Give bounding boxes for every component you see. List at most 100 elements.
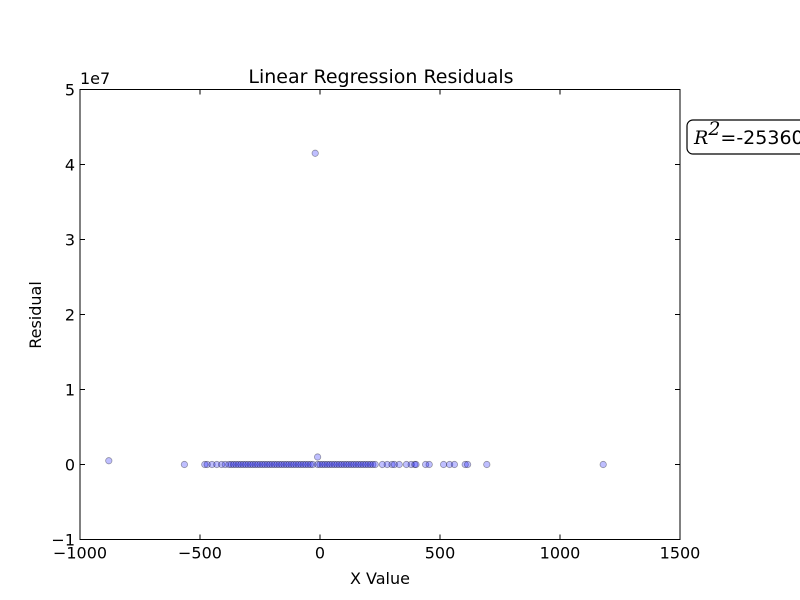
scatter-point [105, 457, 113, 465]
x-tick-label: 500 [425, 544, 456, 563]
scatter-point [234, 460, 242, 469]
annotation-symbol: R [693, 127, 708, 149]
scatter-point [232, 460, 240, 469]
scatter-point [371, 460, 379, 469]
x-tick-label: 0 [315, 544, 325, 563]
scatter-point [349, 460, 358, 469]
scatter-point [316, 460, 324, 469]
scatter-point [337, 460, 346, 469]
annotation-value: =-25360 [720, 127, 800, 149]
scatter-point [249, 460, 257, 469]
scatter-point [218, 460, 226, 469]
plot-frame [79, 89, 681, 540]
scatter-point [277, 460, 286, 469]
scatter-point [263, 460, 271, 469]
scatter-point [354, 460, 362, 469]
x-tick-label: −1000 [53, 544, 107, 563]
scatter-point [313, 460, 322, 469]
scatter-point [412, 460, 420, 469]
scatter-point [213, 460, 221, 469]
scatter-point [340, 460, 348, 469]
scatter-point [402, 460, 410, 469]
scatter-point [280, 460, 288, 469]
scatter-point [299, 460, 307, 469]
scatter-point [321, 460, 329, 469]
x-axis-ticks: −1000 −500 0 500 1000 1500 [53, 89, 701, 563]
r-squared-annotation: R2=-25360 [686, 118, 800, 155]
scatter-point [347, 460, 355, 469]
y-tick-label: −1 [51, 531, 75, 550]
scatter-point [421, 460, 430, 469]
scatter-point [461, 460, 469, 469]
scatter-point [425, 460, 433, 469]
scatter-point [345, 460, 353, 469]
scatter-point [221, 460, 229, 469]
scatter-point [294, 460, 302, 469]
scatter-point [237, 460, 245, 469]
scatter-point [256, 460, 264, 469]
scatter-point [285, 460, 293, 469]
scatter-point [242, 460, 250, 469]
scatter-point [328, 460, 336, 469]
scatter-point [357, 460, 365, 469]
x-axis-label: X Value [350, 569, 410, 588]
y-tick-label: 2 [65, 306, 75, 325]
scatter-point [208, 460, 216, 469]
annotation-box [686, 119, 800, 155]
scatter-point [239, 460, 247, 469]
scatter-point [268, 460, 276, 469]
scatter-point [359, 460, 367, 469]
scatter-point [311, 149, 319, 157]
scatter-point [364, 460, 372, 469]
scatter-point [297, 460, 305, 469]
scatter-point [270, 460, 278, 469]
annotation-superscript: 2 [707, 118, 720, 140]
scatter-point [306, 460, 314, 469]
scatter-point [411, 460, 419, 469]
scatter-point [390, 460, 398, 469]
scatter-point [227, 460, 235, 469]
scatter-point [254, 460, 262, 469]
scatter-point [282, 460, 290, 469]
y-tick-label: 4 [65, 156, 75, 175]
scatter-point [301, 460, 310, 469]
y-tick-label: 1 [65, 381, 75, 400]
scatter-point [201, 460, 209, 469]
scatter-point [378, 460, 386, 469]
scatter-point [383, 460, 391, 469]
scatter-point [335, 460, 343, 469]
scatter-point [483, 460, 491, 469]
chart-title: Linear Regression Residuals [248, 66, 513, 88]
x-tick-label: 1000 [540, 544, 581, 563]
scatter-point [463, 460, 472, 469]
y-tick-label: 0 [65, 456, 75, 475]
scatter-point [292, 460, 300, 469]
scatter-point [265, 460, 274, 469]
scatter-point [361, 460, 370, 469]
scatter-point [333, 460, 341, 469]
scatter-point [261, 460, 269, 469]
scatter-point [313, 453, 322, 461]
scatter-point [225, 460, 233, 469]
scatter-point [244, 460, 252, 469]
scatter-point [251, 460, 259, 469]
scatter-point [439, 460, 448, 469]
scatter-point [309, 460, 317, 469]
scatter-point [599, 460, 607, 469]
scatter-point [289, 460, 298, 469]
scatter-point [287, 460, 295, 469]
scatter-point [395, 460, 403, 469]
scatter-point [342, 460, 350, 469]
scatter-point [323, 460, 331, 469]
x-tick-label: 1500 [660, 544, 701, 563]
scatter-point [273, 460, 281, 469]
scatter-point [180, 460, 188, 469]
y-offset-label: 1e7 [80, 69, 110, 88]
scatter-point [304, 460, 312, 469]
scatter-point [275, 460, 283, 469]
points-layer [105, 149, 607, 469]
scatter-point [246, 460, 254, 469]
scatter-point [450, 460, 458, 469]
scatter-point [445, 460, 454, 469]
